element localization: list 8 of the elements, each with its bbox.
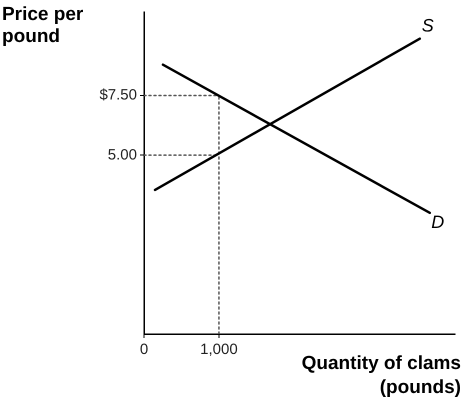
x-tick-label: 0 [140,341,148,358]
y-axis-title: Price per pound [2,4,84,48]
y-tick-label: $7.50 [99,86,137,104]
series-label: S [422,16,434,36]
series-label: D [431,212,444,232]
x-tick-label: 1,000 [200,341,238,358]
x-axis-title: Quantity of clams (pounds) [302,353,461,398]
y-tick-label: 5.00 [108,146,137,164]
